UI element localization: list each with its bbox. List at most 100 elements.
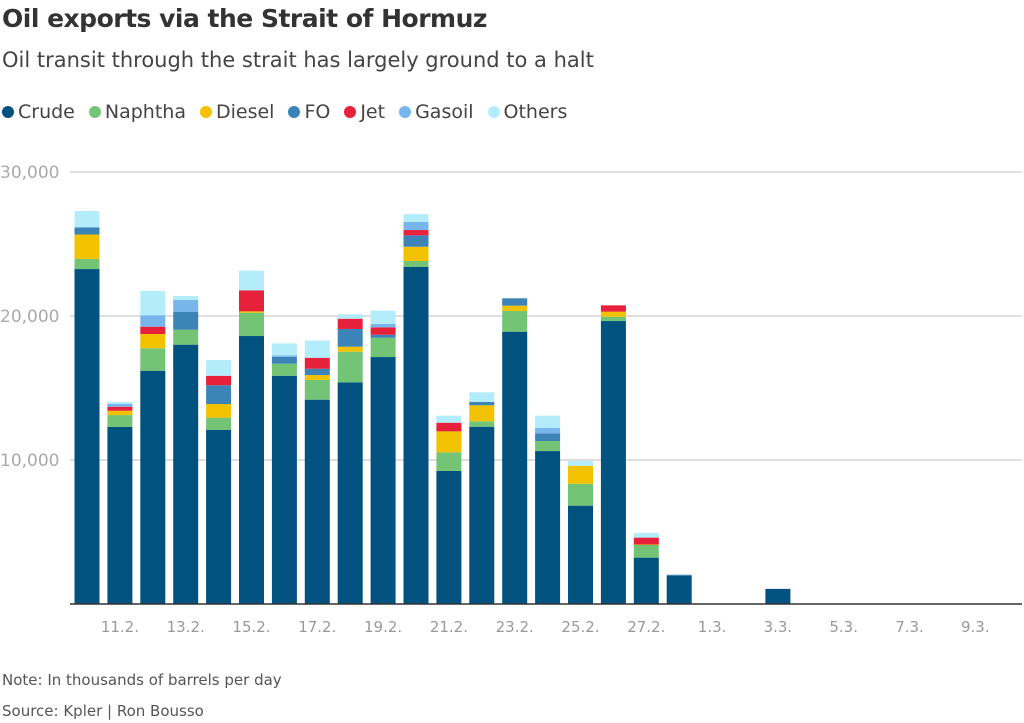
bar-segment-diesel	[469, 405, 495, 422]
chart-subtitle: Oil transit through the strait has large…	[2, 48, 594, 72]
bar-segment-fo	[206, 385, 232, 404]
x-tick-label: 13.2.	[167, 618, 205, 636]
bar-segment-others	[140, 290, 166, 316]
bar-segment-fo	[666, 574, 692, 576]
legend-swatch	[88, 106, 101, 118]
bar-segment-diesel	[304, 375, 330, 380]
legend-item-others: Others	[487, 101, 568, 123]
bar-segment-naphtha	[502, 310, 528, 332]
bar-segment-jet	[370, 327, 396, 335]
bar-segment-crude	[568, 505, 593, 604]
legend: Crude Naphtha Diesel FO Jet Gasoil Others	[2, 101, 567, 123]
bar-segment-crude	[271, 375, 297, 604]
bar-segment-fo	[74, 227, 100, 235]
bar-segment-naphtha	[568, 483, 593, 506]
bar-segment-others	[469, 392, 495, 402]
x-tick-label: 17.2.	[298, 618, 336, 636]
legend-label: Others	[503, 101, 568, 123]
legend-item-jet: Jet	[344, 101, 385, 123]
bar-segment-crude	[469, 426, 495, 604]
legend-swatch	[288, 106, 301, 118]
bar-segment-diesel	[403, 246, 429, 261]
bar-segment-naphtha	[337, 351, 363, 383]
bar-segment-diesel	[206, 403, 232, 418]
legend-swatch	[2, 106, 14, 118]
x-tick-label: 11.2.	[101, 618, 139, 636]
x-tick-label: 9.3.	[961, 618, 990, 636]
legend-label: Crude	[18, 101, 75, 123]
bar-segment-others	[107, 401, 133, 404]
bar-segment-crude	[304, 399, 330, 604]
bar-segment-fo	[304, 368, 330, 376]
legend-item-fo: FO	[288, 101, 330, 123]
bar-segment-gasoil	[140, 315, 166, 327]
legend-label: Jet	[360, 101, 386, 123]
bar-segment-jet	[337, 318, 363, 329]
bar-segment-crude	[633, 557, 659, 604]
bar-segment-crude	[666, 575, 692, 604]
bar-segment-jet	[600, 305, 626, 312]
legend-swatch	[487, 106, 500, 118]
bar-segment-gasoil	[403, 221, 429, 231]
bar-segment-crude	[140, 370, 166, 604]
note: Note: In thousands of barrels per day	[2, 671, 282, 689]
x-tick-label: 21.2.	[430, 618, 468, 636]
bar-segment-crude	[74, 269, 100, 604]
bar-segment-others	[173, 295, 199, 301]
x-tick-label: 19.2.	[364, 618, 402, 636]
bar-segment-fo	[271, 356, 297, 364]
bar-segment-gasoil	[370, 323, 396, 328]
bar-segment-crude	[600, 321, 626, 604]
bar-segment-crude	[436, 470, 462, 604]
bar-segment-naphtha	[206, 417, 232, 430]
bar-segment-naphtha	[535, 440, 561, 452]
bar-segment-naphtha	[403, 260, 429, 267]
source: Source: Kpler | Ron Bousso	[2, 702, 204, 720]
x-tick-label: 15.2.	[232, 618, 270, 636]
bar-segment-others	[633, 532, 659, 538]
x-tick-label: 1.3.	[698, 618, 727, 636]
bar-segment-diesel	[74, 234, 100, 259]
bar-segment-naphtha	[469, 421, 495, 427]
bar-segment-fo	[403, 235, 429, 247]
legend-label: FO	[304, 101, 331, 123]
bar-segment-jet	[206, 375, 232, 386]
bar-segment-crude	[370, 357, 396, 604]
bar-segment-fo	[173, 311, 199, 330]
bar-segment-others	[568, 461, 593, 466]
bar-segment-naphtha	[74, 258, 100, 270]
bar-segment-diesel	[337, 346, 363, 352]
bar-segment-naphtha	[107, 415, 133, 428]
bar-segment-diesel	[140, 334, 166, 349]
bar-segment-others	[403, 214, 429, 222]
bar-segment-crude	[107, 427, 133, 604]
bar-segment-others	[304, 340, 330, 358]
bar-segment-gasoil	[535, 427, 561, 434]
bar-segment-diesel	[600, 311, 626, 317]
bar-segment-fo	[337, 328, 363, 347]
bar-segment-jet	[140, 326, 166, 334]
legend-label: Diesel	[215, 101, 275, 123]
bar-segment-jet	[633, 537, 659, 545]
bar-segment-naphtha	[271, 363, 297, 376]
y-tick-label: 10,000	[0, 451, 59, 471]
bar-segment-others	[535, 415, 561, 428]
bar-segment-jet	[239, 290, 264, 312]
bar-segment-naphtha	[173, 329, 199, 345]
bar-segment-crude	[206, 429, 232, 604]
y-tick-label: 20,000	[0, 307, 59, 327]
legend-swatch	[199, 106, 212, 118]
bar-segment-others	[74, 211, 100, 228]
bar-segment-others	[206, 360, 232, 376]
bar-segment-others	[436, 415, 462, 423]
x-tick-label: 3.3.	[764, 618, 793, 636]
bar-segment-diesel	[502, 305, 528, 311]
bar-segment-fo	[502, 298, 528, 306]
chart-title: Oil exports via the Strait of Hormuz	[2, 4, 487, 33]
bar-segment-jet	[436, 422, 462, 432]
bar-segment-naphtha	[436, 452, 462, 471]
bar-segment-naphtha	[633, 544, 659, 558]
bar-segment-jet	[403, 230, 429, 236]
legend-label: Naphtha	[104, 101, 186, 123]
